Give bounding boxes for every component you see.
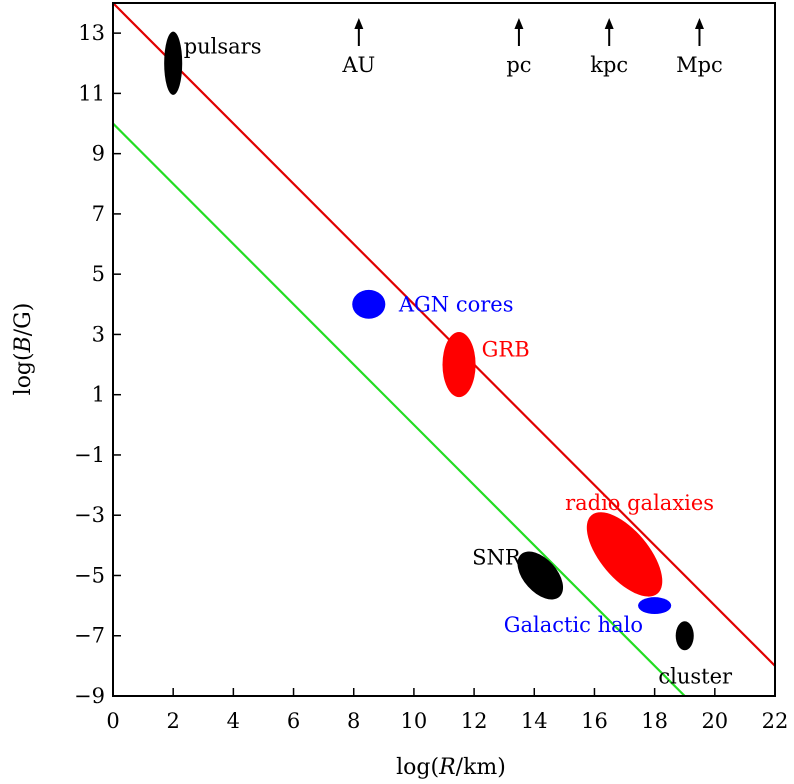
y-tick-label: −1 bbox=[74, 443, 105, 467]
source-ellipse bbox=[517, 551, 564, 600]
x-tick-label: 14 bbox=[521, 709, 548, 733]
x-tick-label: 2 bbox=[166, 709, 179, 733]
x-tick-label: 8 bbox=[347, 709, 360, 733]
source-ellipse bbox=[352, 289, 386, 319]
reference-line bbox=[113, 3, 775, 667]
source-ellipse bbox=[442, 332, 476, 398]
source-label: cluster bbox=[658, 664, 733, 688]
source-ellipse bbox=[638, 597, 672, 615]
source-label: pulsars bbox=[184, 35, 262, 59]
x-tick-label: 18 bbox=[641, 709, 668, 733]
scale-label: AU bbox=[341, 53, 375, 77]
x-tick-label: 12 bbox=[461, 709, 488, 733]
scale-arrowhead bbox=[354, 18, 364, 29]
source-label: AGN cores bbox=[398, 292, 514, 316]
x-tick-label: 20 bbox=[701, 709, 728, 733]
y-tick-label: 13 bbox=[78, 21, 105, 45]
y-tick-label: −3 bbox=[74, 503, 105, 527]
source-label: Galactic halo bbox=[504, 613, 643, 637]
y-tick-label: 1 bbox=[92, 383, 105, 407]
y-tick-label: 5 bbox=[92, 262, 105, 286]
x-tick-label: 4 bbox=[227, 709, 240, 733]
y-tick-label: 9 bbox=[92, 142, 105, 166]
source-label: SNR bbox=[472, 545, 522, 569]
scale-label: Mpc bbox=[676, 53, 723, 77]
y-tick-label: 7 bbox=[92, 202, 105, 226]
scale-arrowhead bbox=[514, 18, 524, 29]
source-ellipse bbox=[586, 512, 663, 597]
y-tick-label: 3 bbox=[92, 322, 105, 346]
y-tick-label: −5 bbox=[74, 563, 105, 587]
source-label: GRB bbox=[482, 338, 530, 362]
plot-frame bbox=[112, 2, 776, 697]
scale-label: kpc bbox=[590, 53, 628, 77]
source-ellipse bbox=[675, 621, 694, 651]
y-tick-label: 11 bbox=[78, 81, 105, 105]
reference-line bbox=[113, 122, 686, 696]
x-tick-label: 0 bbox=[106, 709, 119, 733]
scale-label: pc bbox=[506, 53, 531, 77]
source-label: radio galaxies bbox=[565, 491, 714, 515]
x-tick-label: 6 bbox=[287, 709, 300, 733]
x-tick-label: 10 bbox=[401, 709, 428, 733]
scale-arrowhead bbox=[694, 18, 704, 29]
y-axis-title: log(B/G) bbox=[11, 303, 36, 396]
scale-arrowhead bbox=[604, 18, 614, 29]
x-tick-label: 22 bbox=[762, 709, 789, 733]
y-tick-label: −7 bbox=[74, 624, 105, 648]
y-tick-label: −9 bbox=[74, 684, 105, 708]
x-axis-title: log(R/km) bbox=[396, 755, 506, 780]
source-ellipse bbox=[164, 31, 183, 95]
x-tick-label: 16 bbox=[581, 709, 608, 733]
